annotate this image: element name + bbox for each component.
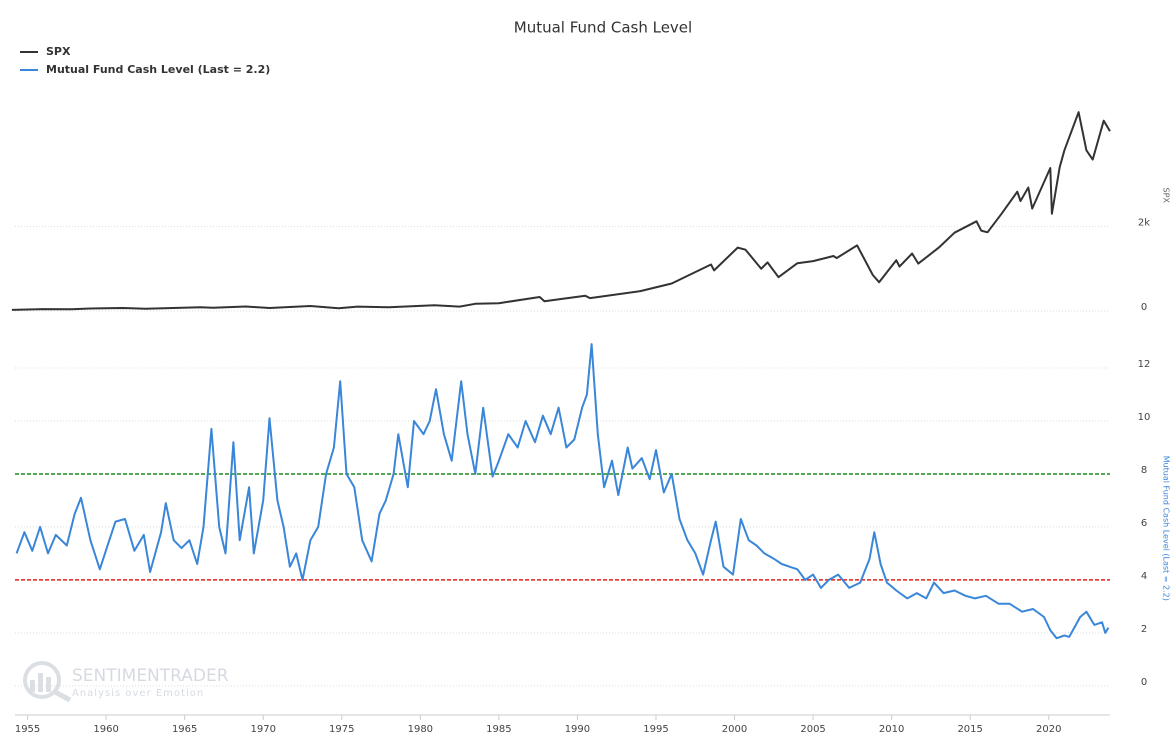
x-tick-label: 1980: [408, 724, 433, 735]
x-tick-label: 2000: [722, 724, 747, 735]
logo-bar: [46, 677, 51, 692]
x-tick-label: 2015: [957, 724, 982, 735]
y-tick-label: 12: [1138, 359, 1151, 370]
x-tick-label: 1990: [565, 724, 590, 735]
y-axis-label: Mutual Fund Cash Level (Last = 2.2): [1162, 456, 1171, 601]
y-tick-label: 2k: [1138, 217, 1150, 228]
series-line: [11, 111, 1111, 311]
y-axis-label: SPX: [1162, 188, 1171, 204]
x-tick-label: 1960: [93, 724, 118, 735]
chart-title: Mutual Fund Cash Level: [514, 19, 692, 37]
x-tick-label: 1975: [329, 724, 354, 735]
logo-bar: [30, 680, 35, 692]
logo-bar: [38, 673, 43, 692]
x-tick-label: 1995: [643, 724, 668, 735]
logo-ring: [23, 661, 61, 699]
y-tick-label: 4: [1141, 571, 1147, 582]
series-line: [15, 343, 1110, 640]
watermark-tagline: Analysis over Emotion: [72, 688, 204, 699]
y-tick-label: 0: [1141, 302, 1147, 313]
watermark-name: SENTIMENTRADER: [72, 666, 229, 686]
y-tick-label: 10: [1138, 412, 1151, 423]
legend-label: Mutual Fund Cash Level (Last = 2.2): [46, 63, 270, 76]
x-tick-label: 2010: [879, 724, 904, 735]
legend-label: SPX: [46, 45, 71, 58]
x-tick-label: 2005: [800, 724, 825, 735]
y-tick-label: 2: [1141, 624, 1147, 635]
y-tick-label: 0: [1141, 677, 1147, 688]
watermark: SENTIMENTRADER Analysis over Emotion: [23, 661, 229, 703]
x-tick-label: 1970: [250, 724, 275, 735]
y-tick-label: 8: [1141, 465, 1147, 476]
x-tick-label: 1955: [15, 724, 40, 735]
x-tick-label: 2020: [1036, 724, 1061, 735]
y-tick-label: 6: [1141, 518, 1147, 529]
x-tick-label: 1985: [486, 724, 511, 735]
logo-handle: [53, 689, 72, 703]
x-tick-label: 1965: [172, 724, 197, 735]
